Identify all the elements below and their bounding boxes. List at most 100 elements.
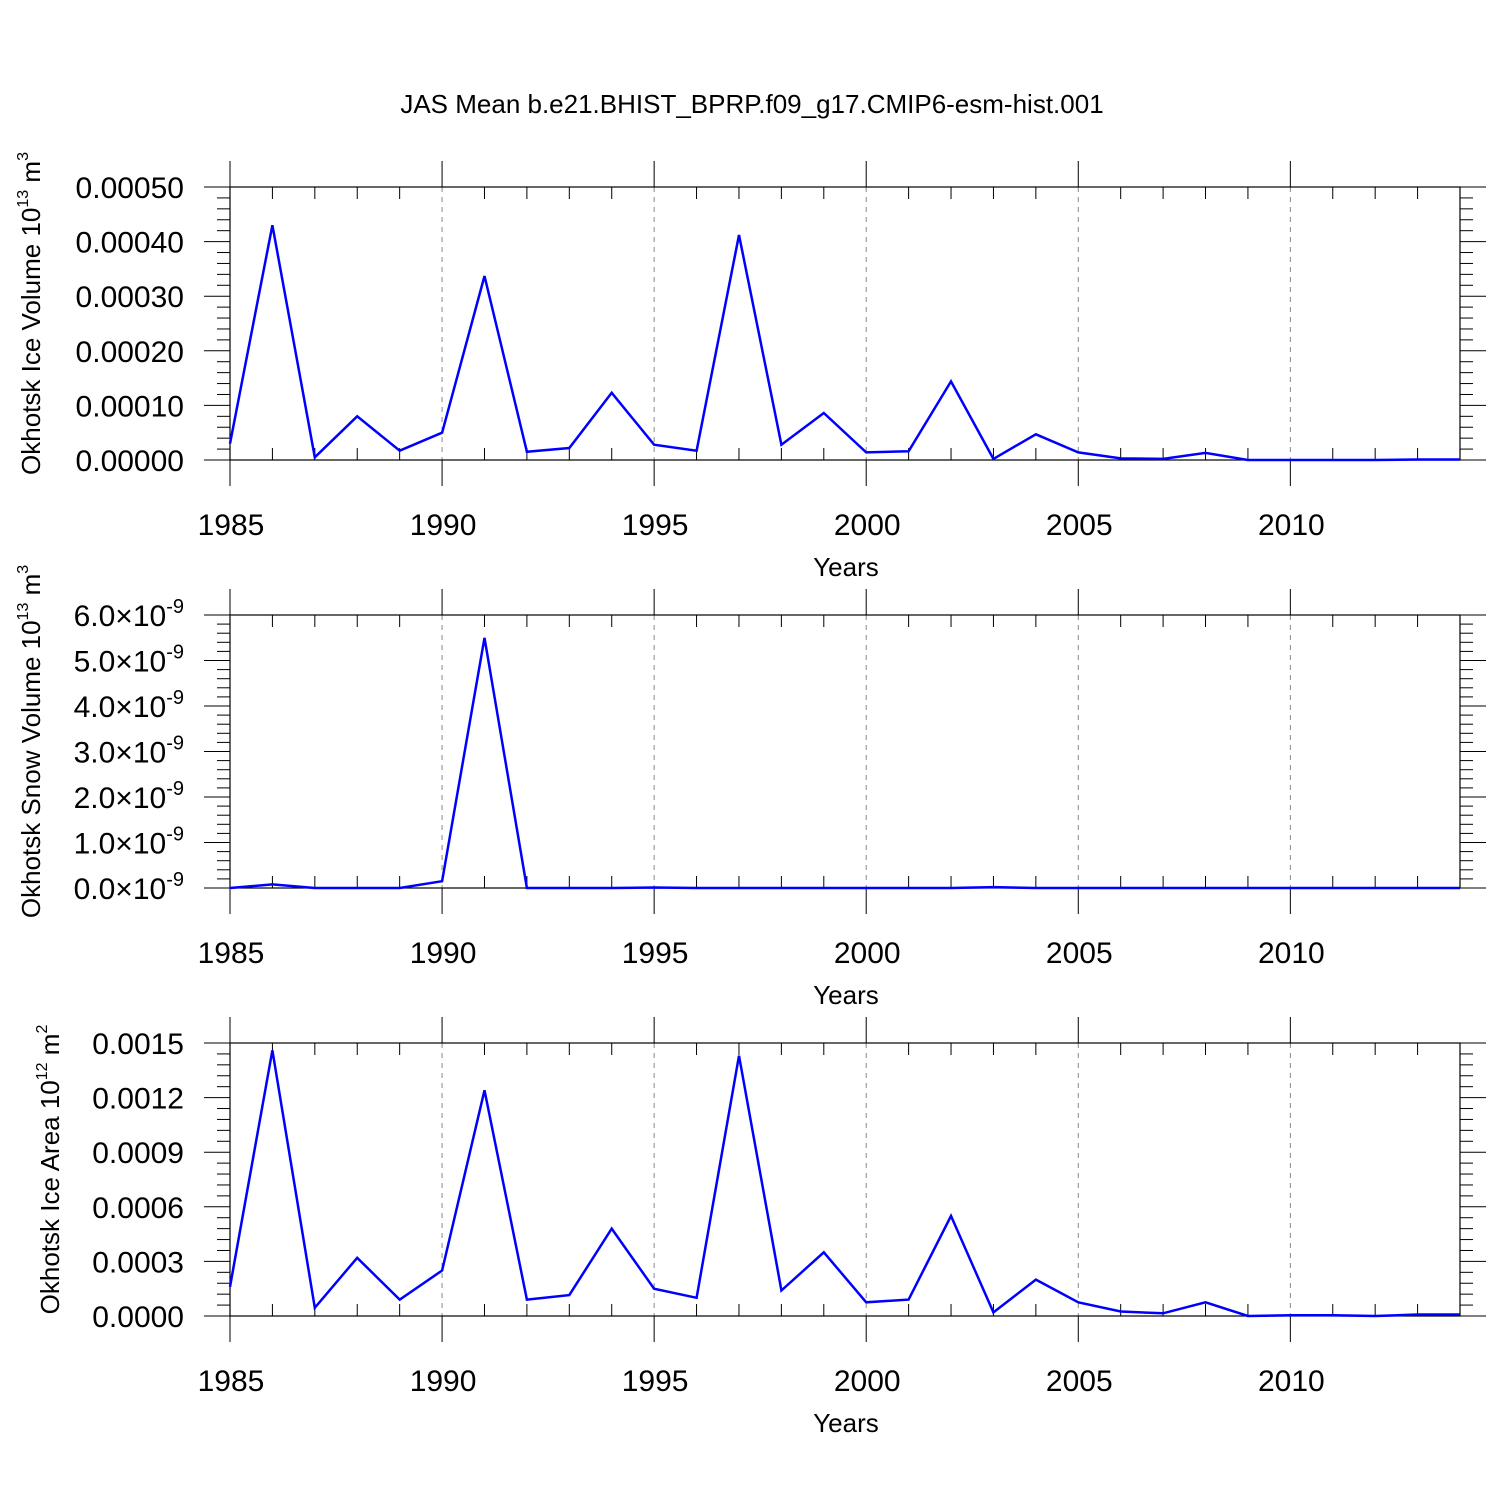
y-axis-unit-base: 10 <box>16 620 46 649</box>
plot-frame <box>229 1042 1461 1317</box>
y-tick-label: 0.00050 <box>76 172 184 205</box>
y-tick-mantissa: 3.0 <box>74 737 116 770</box>
series-line <box>229 637 1460 890</box>
x-tick-label: 2005 <box>1046 1365 1113 1398</box>
x-tick-label: 2010 <box>1258 937 1325 970</box>
y-axis-unit-base: 10 <box>35 1080 65 1109</box>
y-tick-exponent: -9 <box>166 733 184 755</box>
y-tick-exponent: -9 <box>166 687 184 709</box>
x-axis-title: Years <box>813 552 879 582</box>
panel-snow-volume: 1985 1990 1995 2000 2005 20100.0×10-91.0×10-9… <box>15 565 1486 1010</box>
x-axis-title: Years <box>813 1408 879 1438</box>
y-axis-unit-tail-exponent: 3 <box>15 565 32 574</box>
x-tick-label: 1990 <box>410 509 477 542</box>
y-tick-label: 0.0×10-9 <box>74 869 184 906</box>
y-axis-unit-space <box>16 237 46 244</box>
y-tick-label: 0.00040 <box>76 227 184 260</box>
x-tick-label: 2005 <box>1046 937 1113 970</box>
x-tick-label: 1995 <box>622 937 689 970</box>
x-tick-label: 2005 <box>1046 509 1113 542</box>
y-tick-exponent: -9 <box>166 596 184 618</box>
y-tick-exponent: -9 <box>166 642 184 664</box>
y-axis-unit-exponent: 12 <box>34 1062 51 1080</box>
y-tick-times: × <box>115 782 133 815</box>
x-tick-label: 2010 <box>1258 1365 1325 1398</box>
y-tick-times: × <box>115 600 133 633</box>
y-tick-mantissa: 2.0 <box>74 782 116 815</box>
y-axis-unit-exponent: 13 <box>15 603 32 621</box>
y-tick-mantissa: 6.0 <box>74 600 116 633</box>
y-tick-mantissa: 1.0 <box>74 828 116 861</box>
y-axis-label: Okhotsk Ice Volume <box>16 244 46 475</box>
y-axis-unit-space <box>16 649 46 656</box>
x-tick-label: 1990 <box>410 1365 477 1398</box>
y-tick-label: 0.00030 <box>76 281 184 314</box>
panel-ice-volume: 1985 1990 1995 2000 2005 2010 0.00000 0.00010 0.… <box>15 152 1486 582</box>
y-tick-mantissa: 4.0 <box>74 691 116 724</box>
y-tick-base: 10 <box>133 873 166 906</box>
y-tick-label: 2.0×10-9 <box>74 778 184 815</box>
x-tick-label: 1985 <box>198 1365 265 1398</box>
y-tick-times: × <box>115 737 133 770</box>
y-tick-base: 10 <box>133 691 166 724</box>
y-tick-times: × <box>115 828 133 861</box>
x-tick-label: 1995 <box>622 509 689 542</box>
y-axis-unit-tail: m <box>35 1034 65 1063</box>
x-tick-label: 1985 <box>198 509 265 542</box>
series-line <box>228 224 1460 462</box>
y-tick-exponent: -9 <box>166 824 184 846</box>
y-axis-unit-space <box>35 1109 65 1116</box>
y-axis-title: Okhotsk Snow Volume 1013 m3 <box>15 565 46 918</box>
x-axis-title: Years <box>813 980 879 1010</box>
y-tick-times: × <box>115 691 133 724</box>
y-tick-label: 0.00010 <box>76 390 184 423</box>
y-tick-base: 10 <box>133 828 166 861</box>
y-tick-label: 5.0×10-9 <box>74 642 184 679</box>
y-tick-exponent: -9 <box>166 778 184 800</box>
panel-ice-area: 1985 1990 1995 2000 2005 2010 0.0000 0.0003 0.00… <box>34 1017 1486 1438</box>
x-tick-label: 1985 <box>198 937 265 970</box>
y-tick-base: 10 <box>133 782 166 815</box>
y-tick-label: 0.0003 <box>92 1246 184 1279</box>
x-tick-label: 2000 <box>834 509 901 542</box>
y-tick-exponent: -9 <box>166 869 184 891</box>
series-line <box>228 1050 1460 1318</box>
y-tick-base: 10 <box>133 600 166 633</box>
y-axis-unit-tail-exponent: 2 <box>34 1025 51 1034</box>
y-tick-label: 0.0000 <box>92 1301 184 1334</box>
y-tick-label: 0.0012 <box>92 1083 184 1116</box>
y-axis-unit-exponent: 13 <box>15 190 32 208</box>
y-axis-title: Okhotsk Ice Area 1012 m2 <box>34 1025 65 1315</box>
y-tick-label: 0.0006 <box>92 1192 184 1225</box>
y-tick-mantissa: 5.0 <box>74 646 116 679</box>
x-tick-label: 1995 <box>622 1365 689 1398</box>
y-tick-label: 0.00020 <box>76 336 184 369</box>
y-tick-base: 10 <box>133 737 166 770</box>
y-tick-label: 6.0×10-9 <box>74 596 184 633</box>
x-tick-label: 2010 <box>1258 509 1325 542</box>
y-axis-title: Okhotsk Ice Volume 1013 m3 <box>15 152 46 475</box>
y-tick-label: 1.0×10-9 <box>74 824 184 861</box>
y-tick-label: 4.0×10-9 <box>74 687 184 724</box>
x-tick-label: 2000 <box>834 937 901 970</box>
plot-frame <box>229 186 1461 461</box>
y-axis-label: Okhotsk Ice Area <box>35 1116 65 1315</box>
y-tick-base: 10 <box>133 646 166 679</box>
y-tick-mantissa: 0.0 <box>74 873 116 906</box>
y-axis-unit-tail: m <box>16 574 46 603</box>
y-tick-times: × <box>115 646 133 679</box>
y-tick-label: 0.0009 <box>92 1137 184 1170</box>
y-axis-unit-tail-exponent: 3 <box>15 152 32 161</box>
y-tick-times: × <box>115 873 133 906</box>
x-tick-label: 1990 <box>410 937 477 970</box>
figure-title: JAS Mean b.e21.BHIST_BPRP.f09_g17.CMIP6-… <box>400 89 1103 119</box>
y-axis-label: Okhotsk Snow Volume <box>16 657 46 919</box>
x-tick-label: 2000 <box>834 1365 901 1398</box>
y-tick-label: 0.0015 <box>92 1028 184 1061</box>
y-axis-unit-tail: m <box>16 161 46 190</box>
y-tick-label: 3.0×10-9 <box>74 733 184 770</box>
y-axis-unit-base: 10 <box>16 208 46 237</box>
y-tick-label: 0.00000 <box>76 445 184 478</box>
